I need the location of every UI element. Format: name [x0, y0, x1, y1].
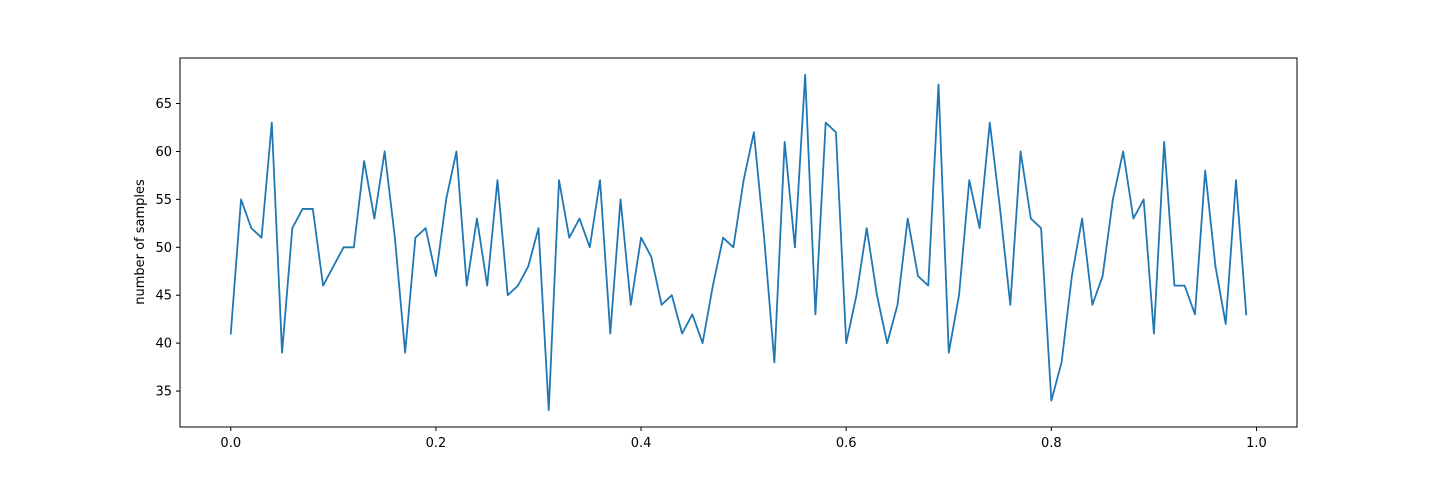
x-tick-label: 1.0 — [1246, 436, 1267, 451]
x-tick-label: 0.6 — [836, 436, 857, 451]
y-tick-label: 45 — [155, 289, 172, 304]
plot-frame — [179, 57, 1298, 428]
x-tick-label: 0.0 — [220, 436, 241, 451]
y-tick-label: 55 — [155, 193, 172, 208]
y-tick-label: 50 — [155, 241, 172, 256]
y-axis-label: number of samples — [133, 179, 148, 305]
x-tick-label: 0.8 — [1041, 436, 1062, 451]
y-tick-label: 35 — [155, 385, 172, 400]
y-tick-label: 40 — [155, 337, 172, 352]
x-tick-label: 0.4 — [631, 436, 652, 451]
y-tick-label: 65 — [155, 97, 172, 112]
x-tick-label: 0.2 — [426, 436, 447, 451]
x-axis-ticks: 0.0 0.2 0.4 0.6 0.8 1.0 — [220, 427, 1267, 451]
y-tick-label: 60 — [155, 145, 172, 160]
plot-area — [180, 58, 1297, 427]
y-axis-ticks: 35 40 45 50 55 60 65 — [155, 97, 180, 400]
series-line — [229, 73, 1248, 412]
